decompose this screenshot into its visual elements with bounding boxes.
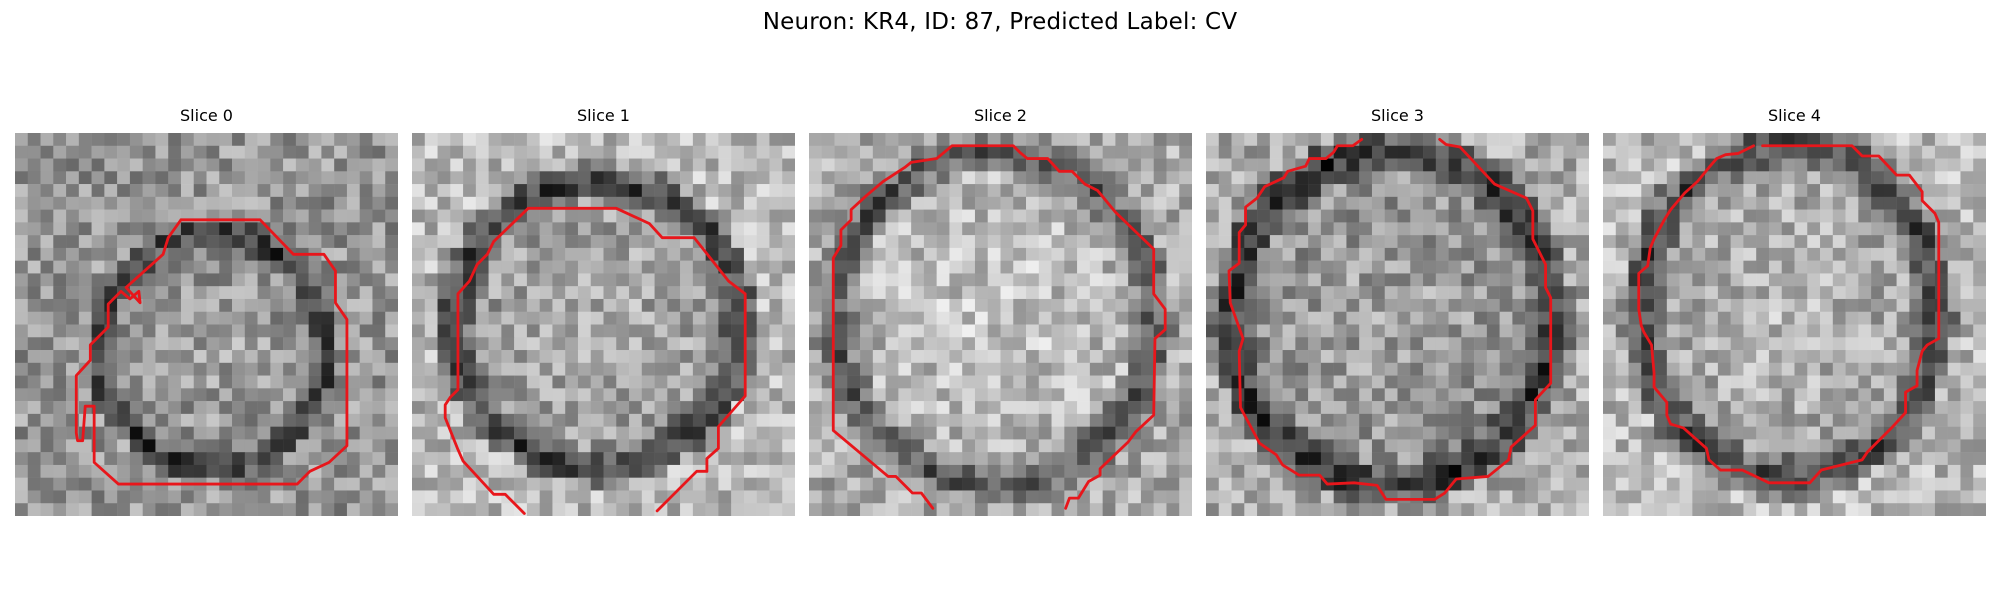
figure-title: Neuron: KR4, ID: 87, Predicted Label: CV: [762, 9, 1238, 35]
slice-title: Slice 2: [974, 106, 1027, 125]
slice-image: [1603, 133, 1986, 516]
slice-image: [412, 133, 795, 516]
slice-title: Slice 0: [180, 106, 233, 125]
slice-image: [15, 133, 398, 516]
slice-title: Slice 1: [577, 106, 630, 125]
slice-title: Slice 4: [1768, 106, 1821, 125]
slice-image: [1206, 133, 1589, 516]
slice-image: [809, 133, 1192, 516]
slice-title: Slice 3: [1371, 106, 1424, 125]
